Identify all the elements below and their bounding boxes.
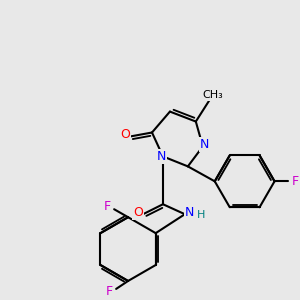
Text: H: H [197, 210, 205, 220]
Text: F: F [103, 200, 111, 213]
Text: N: N [185, 206, 194, 219]
Text: N: N [200, 138, 209, 151]
Text: N: N [156, 150, 166, 163]
Text: O: O [120, 128, 130, 141]
Text: F: F [292, 175, 299, 188]
Text: O: O [133, 206, 143, 219]
Text: CH₃: CH₃ [202, 90, 223, 100]
Text: F: F [106, 285, 113, 298]
